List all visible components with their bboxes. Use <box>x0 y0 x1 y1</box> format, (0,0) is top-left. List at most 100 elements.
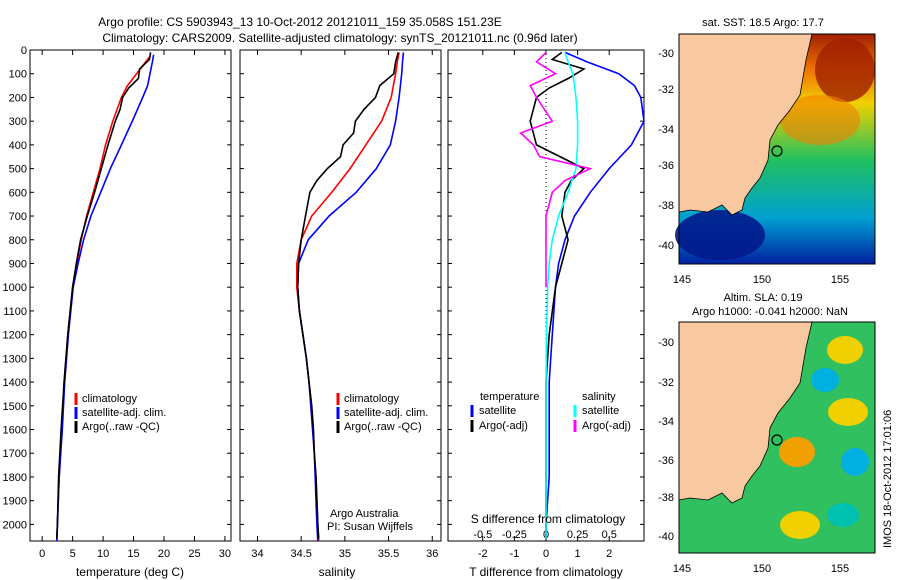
map1-lat-label: -34 <box>658 124 674 136</box>
sla-high <box>779 437 815 467</box>
credit-line1: Argo Australia <box>330 508 399 520</box>
depth-tick-label: 100 <box>9 69 27 81</box>
legend-label-sal-satellite: satellite <box>582 405 619 417</box>
map1-lat-label: -30 <box>658 48 674 60</box>
temperature-legend: climatology satellite-adj. clim. Argo(..… <box>74 393 166 433</box>
series-argo-raw-qc- <box>56 52 152 539</box>
map2-lon-label: 145 <box>673 563 691 575</box>
map1-lat-label: -38 <box>658 200 674 212</box>
depth-axis: 0 100 200 300 400 500 600 700 800 900 1000 1100 1200… <box>3 45 644 531</box>
x-tick-label: 34.5 <box>290 548 311 560</box>
depth-tick-label: 800 <box>9 235 27 247</box>
x-tick-label: 0 <box>543 548 549 560</box>
x-tick-label: 25 <box>188 548 200 560</box>
x2-tick-label: 0.25 <box>567 529 588 541</box>
x-tick-label: 35 <box>339 548 351 560</box>
land-australia <box>678 321 813 504</box>
salinity-panel-frame <box>239 49 442 542</box>
map1-lat-label: -36 <box>658 160 674 172</box>
x-tick-label: -2 <box>478 548 488 560</box>
depth-tick-label: 500 <box>9 164 27 176</box>
credit-line2: PI: Susan Wijffels <box>327 521 413 533</box>
sla-low <box>841 448 869 476</box>
temperature-xlabel: temperature (deg C) <box>76 565 184 579</box>
sst-map <box>675 33 876 265</box>
series-salinity-satellite <box>545 52 579 539</box>
depth-tick-label: 300 <box>9 116 27 128</box>
sst-cold-water <box>675 210 765 260</box>
timestamp: IMOS 18-Oct-2012 17:01:06 <box>882 410 894 548</box>
argo-float-marker <box>771 434 783 446</box>
depth-tick-label: 1400 <box>3 377 27 389</box>
sla-map <box>678 321 876 554</box>
x-tick-label: 1 <box>575 548 581 560</box>
map2-title-line1: Altim. SLA: 0.19 <box>724 292 803 304</box>
profile-plots: 0 5 10 15 20 25 30 34 34.5 35 35.5 36 -2 -1 0 1 2 -0.5 -0.… <box>39 50 645 560</box>
depth-tick-label: 700 <box>9 211 27 223</box>
map2-lon-label: 155 <box>831 563 849 575</box>
map2-lat-label: -30 <box>658 337 674 349</box>
map2-lat-label: -34 <box>658 416 674 428</box>
map2-frame <box>678 321 876 554</box>
series-salinity-argo-adj- <box>519 51 593 288</box>
x-tick-label: 5 <box>70 548 76 560</box>
depth-tick-label: 1900 <box>3 496 27 508</box>
argo-float-marker <box>771 145 783 157</box>
map1-title: sat. SST: 18.5 Argo: 17.7 <box>702 17 824 29</box>
depth-tick-label: 400 <box>9 140 27 152</box>
depth-tick-label: 600 <box>9 187 27 199</box>
sla-low <box>827 503 859 527</box>
map2-lat-label: -40 <box>658 531 674 543</box>
sdiff-xlabel: S difference from climatology <box>471 512 626 526</box>
map1-lat-label: -40 <box>658 240 674 252</box>
difference-legend: temperature salinity satellite Argo(-adj… <box>470 391 631 432</box>
x-tick-label: 15 <box>127 548 139 560</box>
depth-tick-label: 1000 <box>3 282 27 294</box>
salinity-xlabel: salinity <box>319 565 356 579</box>
x-tick-label: -1 <box>509 548 519 560</box>
salinity-legend: climatology satellite-adj. clim. Argo(..… <box>336 393 428 433</box>
map1-frame <box>678 33 876 265</box>
legend-label-argo: Argo(..raw -QC) <box>82 421 160 433</box>
map2-title-line2: Argo h1000: -0.041 h2000: NaN <box>692 306 848 318</box>
tdiff-xlabel: T difference from climatology <box>469 565 623 579</box>
x2-tick-label: -0.25 <box>502 529 527 541</box>
series-temperature-argo-adj- <box>529 51 586 539</box>
sla-low <box>811 368 839 392</box>
depth-tick-label: 200 <box>9 92 27 104</box>
depth-tick-label: 900 <box>9 258 27 270</box>
x-tick-label: 0 <box>39 548 45 560</box>
x-tick-label: 2 <box>606 548 612 560</box>
depth-tick-label: 2000 <box>3 519 27 531</box>
x-tick-label: 36 <box>426 548 438 560</box>
legend-label-sal-argo: Argo(-adj) <box>582 420 631 432</box>
depth-tick-label: 1300 <box>3 353 27 365</box>
x-tick-label: 10 <box>97 548 109 560</box>
map2-lat-label: -32 <box>658 377 674 389</box>
sla-high <box>827 336 863 364</box>
map2-lon-label: 150 <box>753 563 771 575</box>
x-tick-label: 20 <box>158 548 170 560</box>
sla-high <box>828 398 868 426</box>
depth-tick-label: 1500 <box>3 401 27 413</box>
land-australia <box>678 33 813 216</box>
sla-high <box>780 511 820 539</box>
legend-label-satellite: satellite-adj. clim. <box>82 407 166 419</box>
map1-lon-label: 155 <box>831 274 849 286</box>
depth-tick-label: 1600 <box>3 425 27 437</box>
x-tick-label: 34 <box>251 548 263 560</box>
sst-warm-core <box>815 38 875 102</box>
legend-heading-salinity: salinity <box>582 391 616 403</box>
map-tick-labels: -30 -30 -32 -32 -34 -34 -36 -36 -38 -38 -40 -40 145 1… <box>658 48 849 575</box>
series-climatology <box>295 52 400 542</box>
x-tick-label: 35.5 <box>378 548 399 560</box>
depth-tick-label: 1800 <box>3 472 27 484</box>
depth-tick-label: 1700 <box>3 448 27 460</box>
depth-tick-label: 1100 <box>3 306 27 318</box>
map2-lat-label: -38 <box>658 492 674 504</box>
map1-lon-label: 150 <box>753 274 771 286</box>
figure-title-line2: Climatology: CARS2009. Satellite-adjuste… <box>102 31 577 45</box>
legend-label-temp-satellite: satellite <box>479 405 516 417</box>
legend-label-temp-argo: Argo(-adj) <box>479 420 528 432</box>
